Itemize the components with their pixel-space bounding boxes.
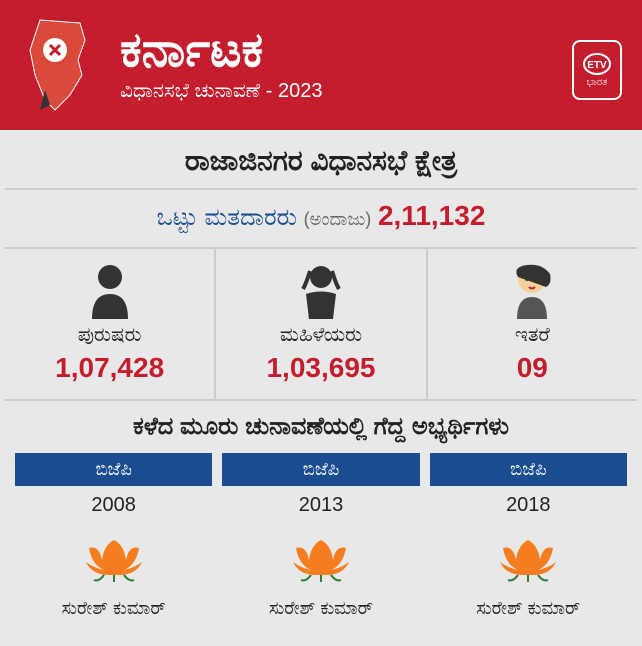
etv-logo: ETV ಭಾರತ	[572, 40, 622, 100]
year: 2013	[222, 486, 419, 525]
logo-text: ಭಾರತ	[587, 77, 608, 88]
candidate-name: ಸುರೇಶ್ ಕುಮಾರ್	[15, 590, 212, 627]
karnataka-map-icon	[20, 15, 100, 115]
svg-text:ETV: ETV	[587, 60, 607, 71]
total-voters-row: ಒಟ್ಟು ಮತದಾರರು (ಅಂದಾಜು) 2,11,132	[5, 188, 637, 249]
voter-breakdown: ಪುರುಷರು 1,07,428 ಮಹಿಳೆಯರು 1,03,695 ಇತರೆ …	[5, 249, 637, 401]
lotus-icon	[281, 530, 361, 585]
main-title: ಕರ್ನಾಟಕ	[120, 27, 323, 75]
voter-col-female: ಮಹಿಳೆಯರು 1,03,695	[216, 249, 427, 399]
title-block: ಕರ್ನಾಟಕ ವಿಧಾನಸಭೆ ಚುನಾವಣೆ - 2023	[120, 27, 323, 103]
candidate-name: ಸುರೇಶ್ ಕುಮಾರ್	[430, 590, 627, 627]
winner-col: ಬಿಜೆಪಿ 2018 ಸುರೇಶ್ ಕುಮಾರ್	[430, 453, 627, 627]
voter-label: ಇತರೆ	[428, 324, 637, 347]
constituency-name: ರಾಜಾಜಿನಗರ ವಿಧಾನಸಭೆ ಕ್ಷೇತ್ರ	[0, 130, 642, 188]
voter-value: 1,03,695	[216, 352, 425, 384]
female-icon	[291, 259, 351, 319]
voter-label: ಪುರುಷರು	[5, 324, 214, 347]
voter-col-male: ಪುರುಷರು 1,07,428	[5, 249, 216, 399]
winners-title: ಕಳೆದ ಮೂರು ಚುನಾವಣೆಯಲ್ಲಿ ಗೆದ್ದ ಅಭ್ಯರ್ಥಿಗಳು	[0, 401, 642, 453]
voter-value: 1,07,428	[5, 352, 214, 384]
total-label: ಒಟ್ಟು ಮತದಾರರು	[157, 204, 297, 231]
lotus-icon	[488, 530, 568, 585]
voter-label: ಮಹಿಳೆಯರು	[216, 324, 425, 347]
lotus-icon	[74, 530, 154, 585]
other-icon	[502, 259, 562, 319]
party-name: ಬಿಜೆಪಿ	[222, 453, 419, 486]
candidate-name: ಸುರೇಶ್ ಕುಮಾರ್	[222, 590, 419, 627]
voter-value: 09	[428, 352, 637, 384]
male-icon	[80, 259, 140, 319]
party-name: ಬಿಜೆಪಿ	[430, 453, 627, 486]
header: ಕರ್ನಾಟಕ ವಿಧಾನಸಭೆ ಚುನಾವಣೆ - 2023 ETV ಭಾರತ	[0, 0, 642, 130]
voter-col-other: ಇತರೆ 09	[428, 249, 637, 399]
total-value: 2,11,132	[378, 200, 485, 231]
winners-row: ಬಿಜೆಪಿ 2008 ಸುರೇಶ್ ಕುಮಾರ್ ಬಿಜೆಪಿ 2013 ಸು…	[0, 453, 642, 627]
winner-col: ಬಿಜೆಪಿ 2013 ಸುರೇಶ್ ಕುಮಾರ್	[222, 453, 419, 627]
winner-col: ಬಿಜೆಪಿ 2008 ಸುರೇಶ್ ಕುಮಾರ್	[15, 453, 212, 627]
year: 2008	[15, 486, 212, 525]
sub-title: ವಿಧಾನಸಭೆ ಚುನಾವಣೆ - 2023	[120, 80, 323, 103]
total-paren: (ಅಂದಾಜು)	[304, 209, 372, 229]
year: 2018	[430, 486, 627, 525]
party-name: ಬಿಜೆಪಿ	[15, 453, 212, 486]
